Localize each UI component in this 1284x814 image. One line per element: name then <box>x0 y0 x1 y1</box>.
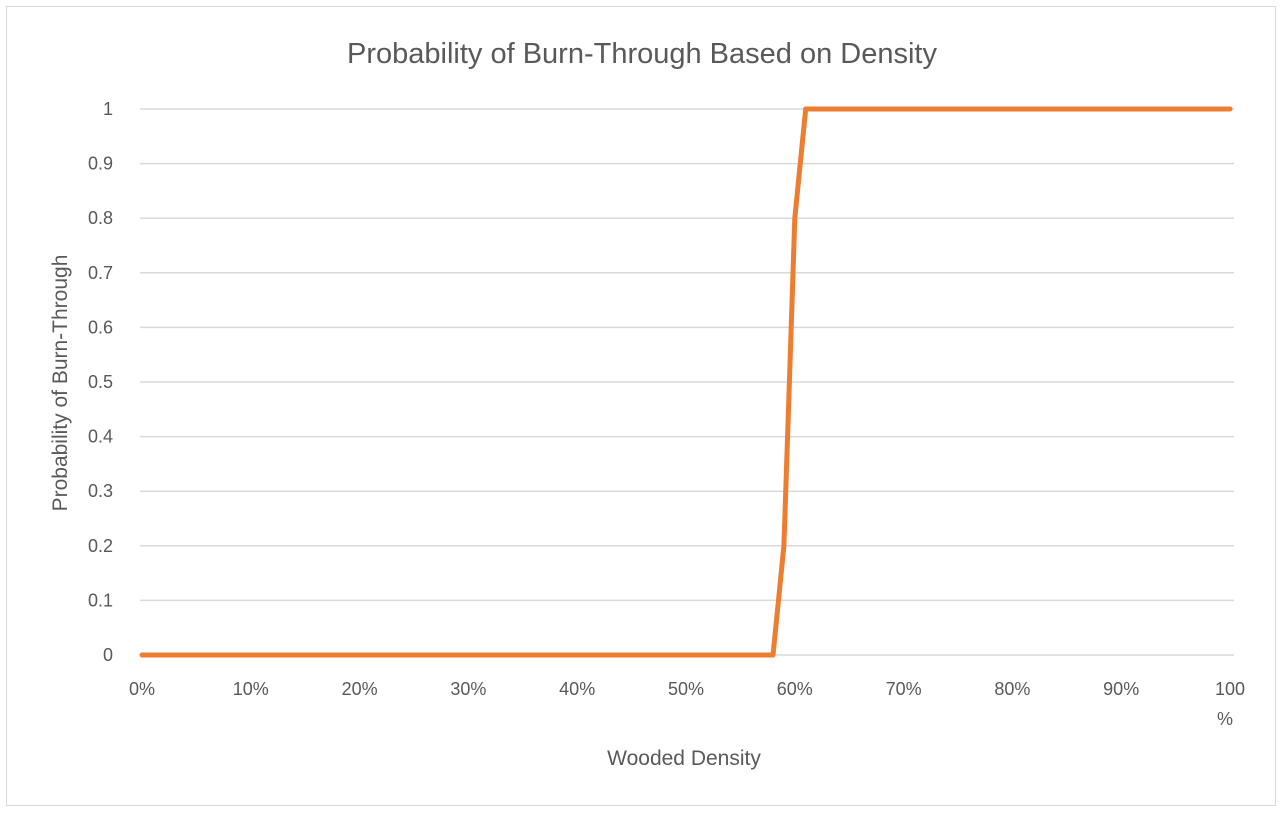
x-tick-label: 80% <box>994 679 1030 699</box>
y-tick-label: 0.3 <box>88 481 113 501</box>
x-tick-label: 20% <box>342 679 378 699</box>
y-tick-label: 0.6 <box>88 317 113 337</box>
y-tick-label: 0.2 <box>88 536 113 556</box>
y-axis-title: Probability of Burn-Through <box>49 255 72 512</box>
x-tick-label: 50% <box>668 679 704 699</box>
y-tick-label: 0.8 <box>88 208 113 228</box>
x-tick-label: 0% <box>129 679 155 699</box>
y-tick-label: 0.5 <box>88 372 113 392</box>
y-tick-label: 1 <box>103 99 113 119</box>
x-tick-label: 10% <box>233 679 269 699</box>
series-line <box>139 106 1233 658</box>
y-axis-ticks: 0 0.1 0.2 0.3 0.4 0.5 0.6 0.7 0.8 0.9 1 <box>88 99 113 665</box>
x-tick-label: 40% <box>559 679 595 699</box>
y-tick-label: 0 <box>103 645 113 665</box>
x-axis-title: Wooded Density <box>607 747 761 770</box>
x-tick-label: 90% <box>1103 679 1139 699</box>
x-tick-label: 60% <box>777 679 813 699</box>
x-tick-label: 100% <box>1215 679 1245 729</box>
x-tick-label: 70% <box>886 679 922 699</box>
y-tick-label: 0.1 <box>88 590 113 610</box>
y-tick-label: 0.4 <box>88 427 113 447</box>
chart-title: Probability of Burn-Through Based on Den… <box>347 38 937 70</box>
y-tick-label: 0.7 <box>88 263 113 283</box>
x-axis-ticks: 0% 10% 20% 30% 40% 50% 60% 70% 80% 90% 100% <box>129 679 1245 729</box>
series-layer <box>139 106 1233 658</box>
gridlines <box>140 108 1234 656</box>
chart-frame <box>6 6 1276 806</box>
x-tick-label: 30% <box>450 679 486 699</box>
y-tick-label: 0.9 <box>88 154 113 174</box>
